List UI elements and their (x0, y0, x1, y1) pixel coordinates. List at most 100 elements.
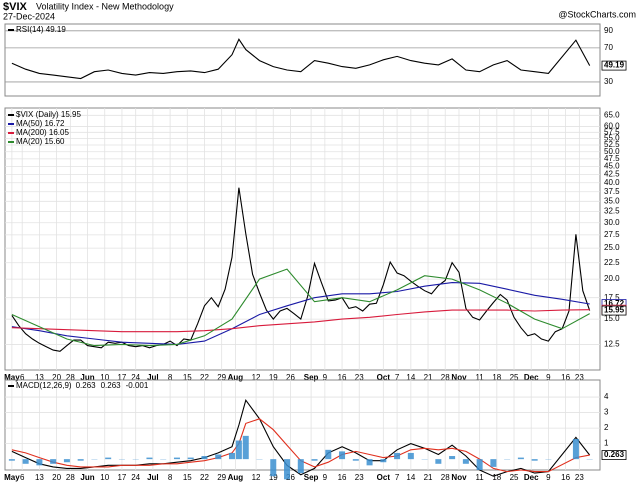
legend-label: MA(50) 16.72 (16, 119, 65, 128)
histogram-bar (187, 457, 194, 460)
histogram-bar (462, 459, 469, 464)
date: 27-Dec-2024 (3, 11, 55, 21)
y-tick-label: 15.0 (604, 314, 620, 323)
histogram-bar (366, 459, 373, 466)
x-tick-label: 12 (252, 473, 261, 482)
symbol: $VIX (3, 1, 28, 13)
x-tick-label: Oct (377, 473, 391, 482)
x-tick-label: 10 (100, 373, 109, 382)
histogram-bar (297, 459, 304, 474)
x-tick-label: Jun (80, 373, 94, 382)
x-tick-label: 16 (561, 473, 570, 482)
y-tick-label: 60.0 (604, 122, 620, 131)
x-tick-label: 28 (441, 373, 450, 382)
y-tick-label: 2 (604, 423, 609, 432)
x-tick-label: 29 (217, 473, 226, 482)
x-tick-label: 22 (200, 373, 209, 382)
x-tick-label: 24 (131, 373, 140, 382)
x-tick-label: Dec (524, 373, 539, 382)
histogram-bar (325, 449, 332, 460)
x-tick-label: 15 (183, 473, 192, 482)
histogram-bar (572, 438, 579, 460)
x-tick-label: 17 (117, 473, 126, 482)
x-tick-label: Jul (147, 473, 159, 482)
x-tick-label: May (4, 373, 20, 382)
value-label: 15.95 (604, 306, 625, 315)
histogram-bar (284, 459, 291, 480)
x-tick-label: Aug (228, 373, 244, 382)
x-tick-label: 23 (355, 373, 364, 382)
x-tick-label: 25 (510, 473, 519, 482)
x-tick-label: Sep (304, 473, 319, 482)
x-tick-label: 20 (52, 373, 61, 382)
histogram-bar (311, 459, 318, 461)
series-line (11, 418, 590, 473)
y-tick-label: 42.5 (604, 169, 620, 178)
series-line (11, 309, 590, 333)
x-tick-label: 19 (269, 473, 278, 482)
x-tick-label: 7 (395, 473, 400, 482)
y-tick-label: 4 (604, 392, 609, 401)
histogram-bar (352, 459, 359, 461)
histogram-bar (8, 459, 15, 461)
x-tick-label: 8 (168, 473, 173, 482)
y-tick-label: 50.0 (604, 147, 620, 156)
x-tick-label: 9 (546, 473, 551, 482)
y-tick-label: 57.5 (604, 127, 620, 136)
x-tick-label: 25 (510, 373, 519, 382)
x-tick-label: 28 (441, 473, 450, 482)
x-tick-label: 28 (66, 473, 75, 482)
histogram-bar (339, 451, 346, 460)
histogram-bar (407, 452, 414, 460)
x-tick-label: Dec (524, 473, 539, 482)
x-tick-label: Nov (451, 473, 467, 482)
y-tick-label: 40.0 (604, 178, 620, 187)
histogram-bar (490, 459, 497, 467)
histogram-bar (517, 457, 524, 460)
x-tick-label: 12 (252, 373, 261, 382)
panel-frame (4, 107, 601, 371)
series-line (11, 38, 591, 80)
histogram-bar (380, 459, 387, 463)
value-box (601, 305, 627, 316)
histogram-bar (50, 459, 57, 464)
x-tick-label: 14 (406, 373, 415, 382)
x-tick-label: 16 (338, 473, 347, 482)
value-label: 49.19 (604, 61, 625, 70)
x-tick-label: 17 (117, 373, 126, 382)
x-tick-label: 7 (395, 373, 400, 382)
histogram-bar (449, 456, 456, 460)
y-tick-label: 47.5 (604, 154, 620, 163)
y-tick-label: 22.5 (604, 258, 620, 267)
x-tick-label: 9 (323, 373, 328, 382)
x-tick-label: Aug (228, 473, 244, 482)
x-tick-label: Jun (80, 473, 94, 482)
series-line (11, 187, 591, 352)
legend-title: MACD(12,26,9) (16, 381, 72, 390)
panel-frame (4, 23, 601, 97)
histogram-bar (531, 459, 538, 461)
histogram-bar (201, 456, 208, 460)
y-tick-label: 35.0 (604, 196, 620, 205)
histogram-bar (36, 459, 43, 466)
legend-label: MA(20) 15.60 (16, 137, 65, 146)
x-tick-label: 21 (424, 473, 433, 482)
x-tick-label: 11 (475, 373, 484, 382)
x-tick-label: 26 (286, 373, 295, 382)
x-tick-label: 18 (492, 473, 501, 482)
histogram-bar (63, 459, 70, 463)
y-tick-label: 17.5 (604, 293, 620, 302)
y-tick-label: 25.0 (604, 243, 620, 252)
histogram-bar (394, 452, 401, 460)
y-tick-label: 70 (604, 43, 613, 52)
histogram-bar (146, 457, 153, 460)
series-line (11, 282, 590, 345)
y-tick-label: 55.0 (604, 134, 620, 143)
histogram-bar (270, 459, 277, 477)
x-tick-label: 22 (200, 473, 209, 482)
chart-title: Volatility Index - New Methodology (36, 1, 174, 11)
x-tick-label: Sep (304, 373, 319, 382)
histogram-bar (22, 459, 29, 464)
